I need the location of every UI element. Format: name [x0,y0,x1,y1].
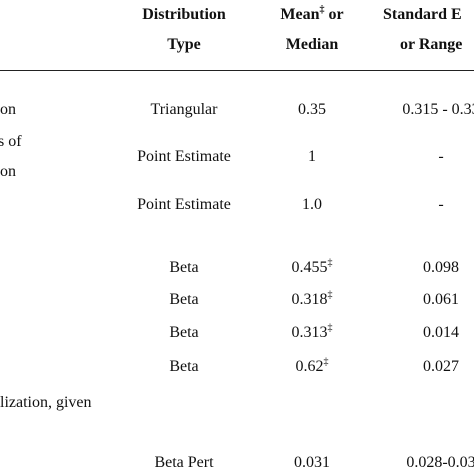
mean-cell: 0.62‡ [296,357,329,377]
mean-cell: 0.455‡ [292,258,333,278]
footnote-mark: ‡ [327,289,333,301]
distribution-type: Beta Pert [154,454,214,471]
header-cell: Distribution [142,6,226,23]
distribution-type: Beta [169,291,199,308]
header-cell: Median [285,36,339,53]
header-text: Mean [280,6,320,23]
mean-value: 0.318 [291,291,328,308]
header-cell: or Range [400,36,463,53]
mean-value: 1 [308,148,316,165]
distribution-type: Point Estimate [137,196,231,213]
row-label: lization, given [0,394,92,411]
range-cell: - [438,196,444,213]
mean-cell: 0.031 [294,453,330,473]
footnote-mark: ‡ [323,356,329,368]
range-cell: 0.061 [423,291,459,308]
mean-value: 0.313 [291,324,328,341]
header-cell: Standard E [383,6,462,23]
distribution-type: Triangular [150,101,218,118]
range-cell: 0.014 [423,324,459,341]
header-text: or [324,6,344,23]
header-rule [0,70,474,71]
footnote-mark: ‡ [327,257,333,269]
range-cell: - [438,148,444,165]
row-label: on [0,163,16,180]
distribution-type: Beta [169,358,199,375]
distribution-type: Beta [169,259,199,276]
range-cell: 0.028-0.03 [406,454,474,471]
distribution-type: Beta [169,324,199,341]
footnote-mark: ‡ [327,322,333,334]
header-cell: Mean‡ or [280,5,343,25]
mean-cell: 0.35 [298,100,326,120]
range-cell: 0.027 [423,358,459,375]
footnote-mark: ‡ [319,4,325,16]
mean-cell: 1.0 [302,195,322,215]
mean-value: 0.35 [298,101,326,118]
distribution-type: Point Estimate [137,148,231,165]
mean-cell: 0.313‡ [292,323,333,343]
range-cell: 0.315 - 0.33 [402,101,474,118]
row-label: on [0,101,16,118]
row-label: s of [0,133,22,150]
mean-value: 0.455 [291,259,328,276]
range-cell: 0.098 [423,259,459,276]
header-cell: Type [167,36,201,53]
mean-value: 0.031 [294,454,330,471]
mean-value: 1.0 [302,196,322,213]
mean-value: 0.62 [295,358,324,375]
mean-cell: 0.318‡ [292,290,333,310]
mean-cell: 1 [308,147,316,167]
